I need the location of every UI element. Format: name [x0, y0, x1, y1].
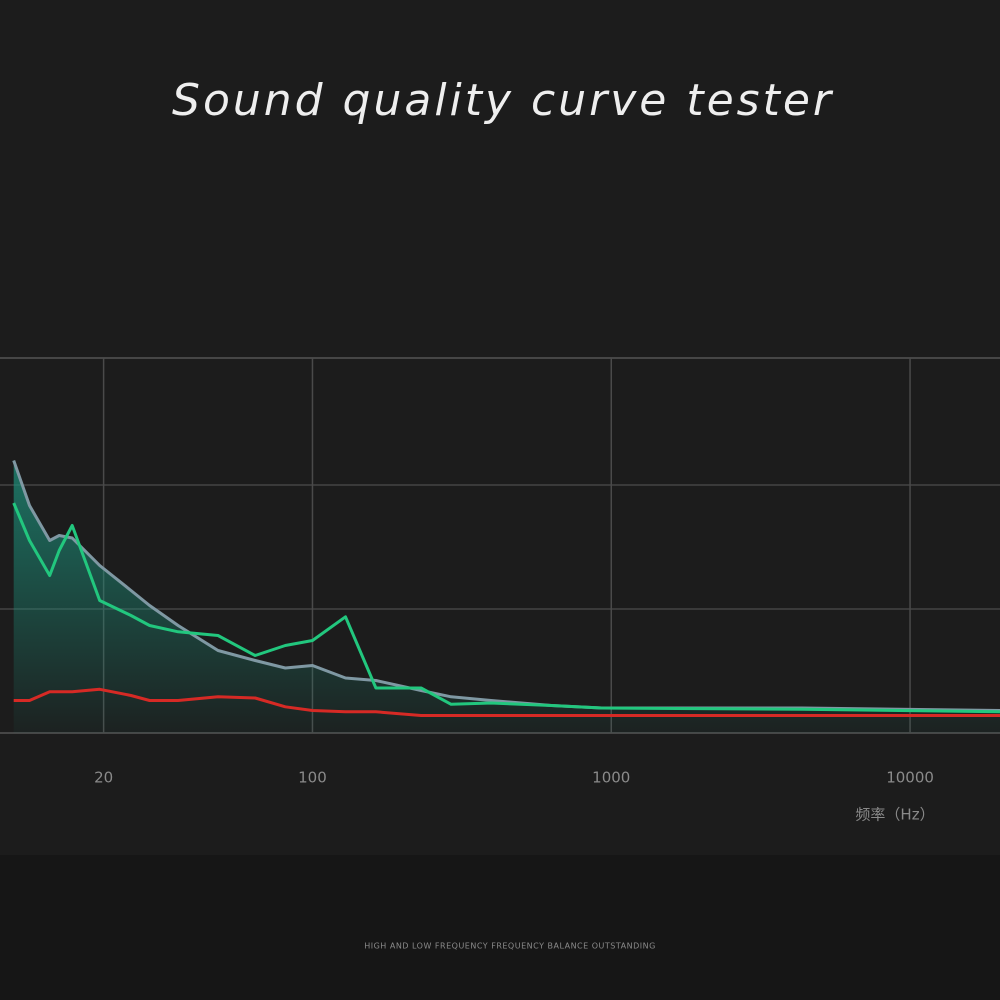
x-tick-label: 100 [298, 769, 327, 787]
line [12, 502, 1000, 714]
x-tick-label: 1000 [592, 769, 630, 787]
footer-text: HIGH AND LOW FREQUENCY FREQUENCY BALANCE… [364, 942, 656, 951]
line [13, 687, 1000, 717]
x-tick-label: 10000 [886, 769, 934, 787]
x-tick-label: 20 [94, 769, 113, 787]
footer-band [0, 855, 1000, 1000]
area [13, 460, 1000, 733]
chart-title: Sound quality curve tester [172, 75, 834, 126]
x-axis-label: 频率（Hz） [855, 806, 934, 824]
